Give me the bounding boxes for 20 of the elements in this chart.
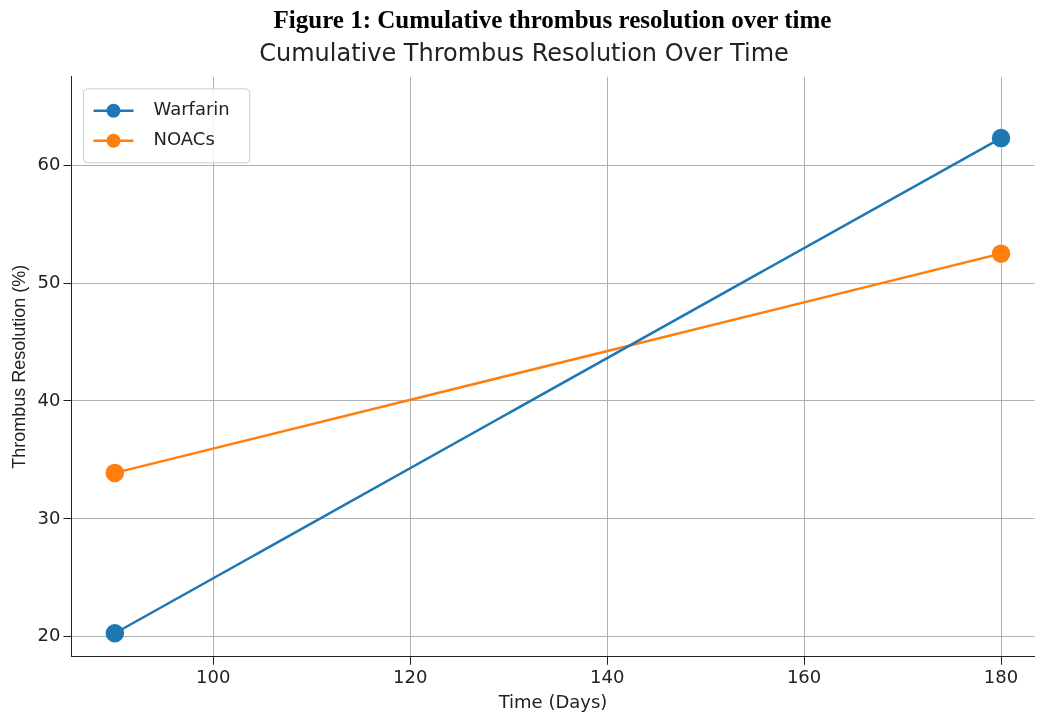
- point: [105, 623, 125, 643]
- point: [991, 244, 1011, 263]
- y-tick-label: 60: [37, 152, 61, 174]
- x-tick-label: 100: [196, 666, 231, 688]
- x-axis-title: Time (Days): [497, 690, 608, 712]
- legend-label: NOACs: [153, 128, 215, 150]
- point: [991, 128, 1011, 148]
- y-tick-label: 50: [37, 270, 61, 292]
- x-tick-label: 160: [786, 666, 822, 688]
- x-tick-label: 120: [393, 666, 428, 688]
- x-tick-label: 140: [589, 666, 625, 688]
- point: [105, 463, 125, 483]
- legend-label: Warfarin: [153, 98, 230, 120]
- chart-subtitle: Cumulative Thrombus Resolution Over Time: [259, 38, 789, 67]
- x-tick-label: 180: [983, 666, 1019, 688]
- y-axis-title: Thrombus Resolution (%): [8, 264, 29, 469]
- chart-title: Figure 1: Cumulative thrombus resolution over time: [272, 5, 833, 35]
- y-tick-label: 30: [37, 506, 61, 528]
- y-tick-label: 20: [37, 624, 61, 646]
- y-tick-label: 40: [37, 388, 61, 410]
